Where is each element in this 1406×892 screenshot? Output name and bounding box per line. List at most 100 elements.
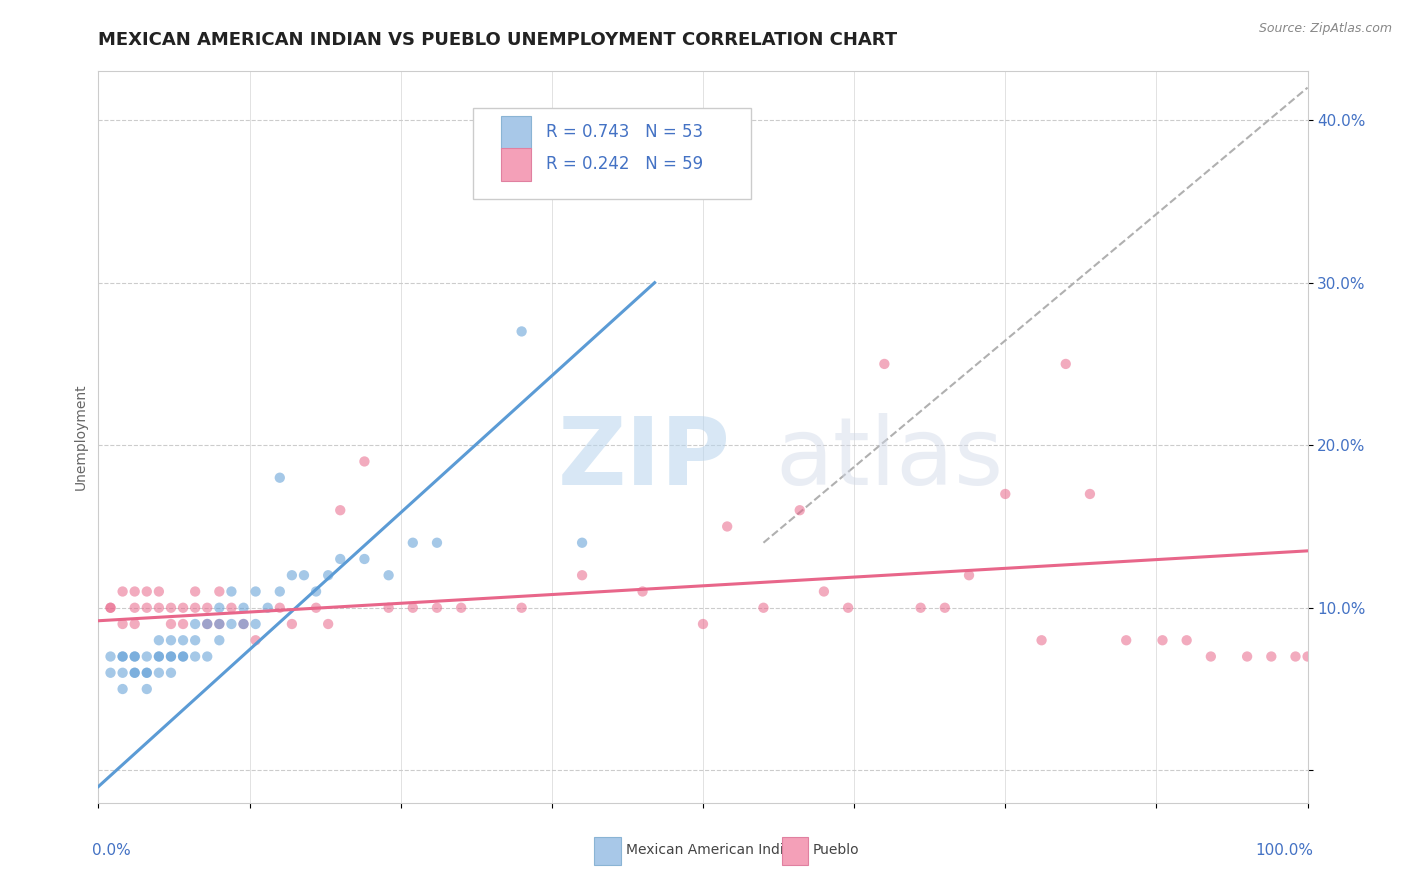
Point (1031, 633, 1053, 648)
Point (305, 584, 328, 599)
Point (124, 665, 146, 680)
Point (100, 600, 122, 615)
Point (172, 633, 194, 648)
Point (752, 600, 775, 615)
Point (160, 649, 183, 664)
Text: Source: ZipAtlas.com: Source: ZipAtlas.com (1258, 22, 1392, 36)
Point (245, 617, 267, 632)
Point (631, 584, 654, 599)
Point (329, 552, 352, 566)
Point (208, 633, 231, 648)
Point (934, 600, 956, 615)
Point (160, 617, 183, 632)
Point (1175, 633, 1198, 648)
Point (1054, 357, 1077, 371)
Text: 0.0%: 0.0% (93, 843, 131, 858)
Point (1284, 649, 1306, 664)
Point (195, 600, 218, 615)
Point (184, 584, 207, 599)
Point (1236, 649, 1258, 664)
Point (571, 535, 593, 549)
Point (160, 633, 183, 648)
Point (281, 617, 304, 632)
Point (316, 568, 339, 582)
Point (111, 584, 134, 599)
FancyBboxPatch shape (474, 108, 751, 200)
Point (994, 487, 1017, 501)
Point (292, 568, 315, 582)
Point (329, 503, 352, 517)
Point (353, 454, 375, 468)
Point (353, 552, 375, 566)
Point (148, 633, 170, 648)
Point (269, 584, 291, 599)
Point (1152, 633, 1174, 648)
Point (571, 568, 593, 582)
Point (208, 617, 231, 632)
Point (232, 617, 254, 632)
Point (256, 600, 278, 615)
Point (100, 665, 122, 680)
Point (111, 649, 134, 664)
Point (1078, 487, 1101, 501)
Point (873, 357, 896, 371)
Point (172, 649, 194, 664)
Point (135, 681, 157, 696)
Point (316, 617, 339, 632)
FancyBboxPatch shape (501, 148, 531, 181)
Text: R = 0.242   N = 59: R = 0.242 N = 59 (546, 155, 703, 173)
Point (135, 665, 157, 680)
Point (195, 617, 218, 632)
Point (281, 568, 304, 582)
Point (692, 617, 714, 632)
Point (245, 633, 267, 648)
Point (221, 600, 243, 615)
Point (910, 600, 932, 615)
Point (510, 600, 533, 615)
Point (195, 649, 218, 664)
Point (184, 617, 207, 632)
Text: MEXICAN AMERICAN INDIAN VS PUEBLO UNEMPLOYMENT CORRELATION CHART: MEXICAN AMERICAN INDIAN VS PUEBLO UNEMPL… (98, 31, 897, 49)
Point (148, 584, 170, 599)
Point (1260, 649, 1282, 664)
FancyBboxPatch shape (501, 116, 531, 149)
Point (148, 665, 170, 680)
Point (426, 600, 449, 615)
Point (135, 649, 157, 664)
Point (716, 519, 738, 533)
Point (124, 617, 146, 632)
Text: R = 0.743   N = 53: R = 0.743 N = 53 (546, 123, 703, 141)
Point (160, 665, 183, 680)
Point (837, 600, 859, 615)
Point (111, 665, 134, 680)
Point (269, 600, 291, 615)
Point (111, 681, 134, 696)
Point (1115, 633, 1137, 648)
Point (148, 649, 170, 664)
Point (184, 633, 207, 648)
Point (789, 503, 811, 517)
Text: Mexican American Indians: Mexican American Indians (626, 843, 808, 857)
Point (124, 649, 146, 664)
Point (245, 584, 267, 599)
Point (160, 600, 183, 615)
Point (184, 649, 207, 664)
Point (402, 600, 425, 615)
Point (377, 600, 399, 615)
Point (135, 665, 157, 680)
Point (172, 649, 194, 664)
Text: ZIP: ZIP (558, 413, 731, 505)
FancyBboxPatch shape (595, 838, 621, 865)
Point (377, 568, 399, 582)
Point (1296, 649, 1319, 664)
Point (426, 535, 449, 549)
Point (148, 649, 170, 664)
Point (124, 600, 146, 615)
Point (172, 600, 194, 615)
Text: 100.0%: 100.0% (1256, 843, 1313, 858)
Point (111, 617, 134, 632)
Point (221, 584, 243, 599)
Point (232, 617, 254, 632)
Point (100, 600, 122, 615)
Point (221, 617, 243, 632)
